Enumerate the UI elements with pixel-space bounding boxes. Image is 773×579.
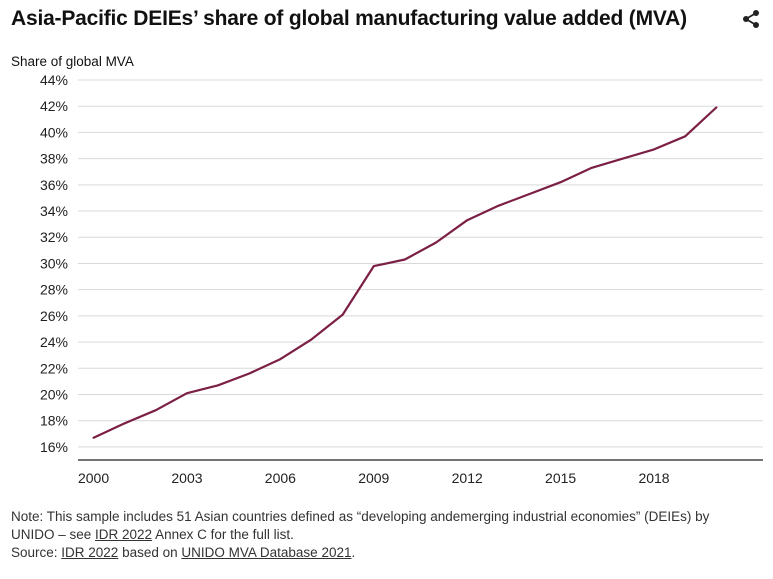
source-idr-2022-link[interactable]: IDR 2022 — [61, 545, 119, 560]
x-tick-label: 2009 — [358, 470, 389, 486]
chart-title: Asia-Pacific DEIEs’ share of global manu… — [11, 7, 687, 30]
source-text: . — [351, 545, 356, 560]
note-text: UNIDO – see — [11, 527, 96, 542]
y-tick-label: 42% — [40, 98, 68, 114]
unido-mva-database-link[interactable]: UNIDO MVA Database 2021 — [181, 545, 352, 560]
x-tick-label: 2000 — [78, 470, 109, 486]
series-line — [92, 106, 718, 439]
x-tick-label: 2015 — [545, 470, 576, 486]
idr-2022-link[interactable]: IDR 2022 — [95, 527, 153, 542]
y-axis-label: Share of global MVA — [11, 54, 134, 69]
y-tick-label: 32% — [40, 229, 68, 245]
x-tick-label: 2006 — [265, 470, 296, 486]
y-tick-label: 38% — [40, 151, 68, 167]
y-tick-label: 28% — [40, 282, 68, 298]
x-tick-labels: 2000 2003 2006 2009 2012 2015 2018 — [78, 470, 670, 486]
y-tick-label: 26% — [40, 308, 68, 324]
series-layer — [92, 106, 718, 439]
chart-note: Note: This sample includes 51 Asian coun… — [11, 508, 751, 562]
share-icon[interactable] — [740, 8, 762, 30]
y-tick-label: 18% — [40, 413, 68, 429]
x-tick-label: 2003 — [171, 470, 202, 486]
y-tick-label: 36% — [40, 177, 68, 193]
source-line: Source: IDR 2022 based on UNIDO MVA Data… — [11, 544, 751, 562]
note-text: Annex C for the full list. — [152, 527, 294, 542]
y-tick-label: 30% — [40, 255, 68, 271]
source-text: based on — [118, 545, 182, 560]
y-tick-label: 22% — [40, 360, 68, 376]
y-tick-label: 20% — [40, 386, 68, 402]
y-tick-labels: 16% 18% 20% 22% 24% 26% 28% 30% 32% 34% 36% 38% 40% 4… — [40, 72, 68, 455]
note-line-1: Note: This sample includes 51 Asian coun… — [11, 509, 710, 524]
x-tick-label: 2012 — [452, 470, 483, 486]
y-tick-label: 16% — [40, 439, 68, 455]
y-tick-label: 40% — [40, 124, 68, 140]
gridlines — [78, 79, 763, 448]
line-chart: 16% 18% 20% 22% 24% 26% 28% 30% 32% 34% 36% 38% 40% 4… — [40, 72, 763, 486]
source-label: Source: — [11, 545, 62, 560]
x-tick-label: 2018 — [638, 470, 669, 486]
y-tick-label: 24% — [40, 334, 68, 350]
y-tick-label: 34% — [40, 203, 68, 219]
note-line-2: UNIDO – see IDR 2022 Annex C for the ful… — [11, 526, 751, 544]
y-tick-label: 44% — [40, 72, 68, 88]
